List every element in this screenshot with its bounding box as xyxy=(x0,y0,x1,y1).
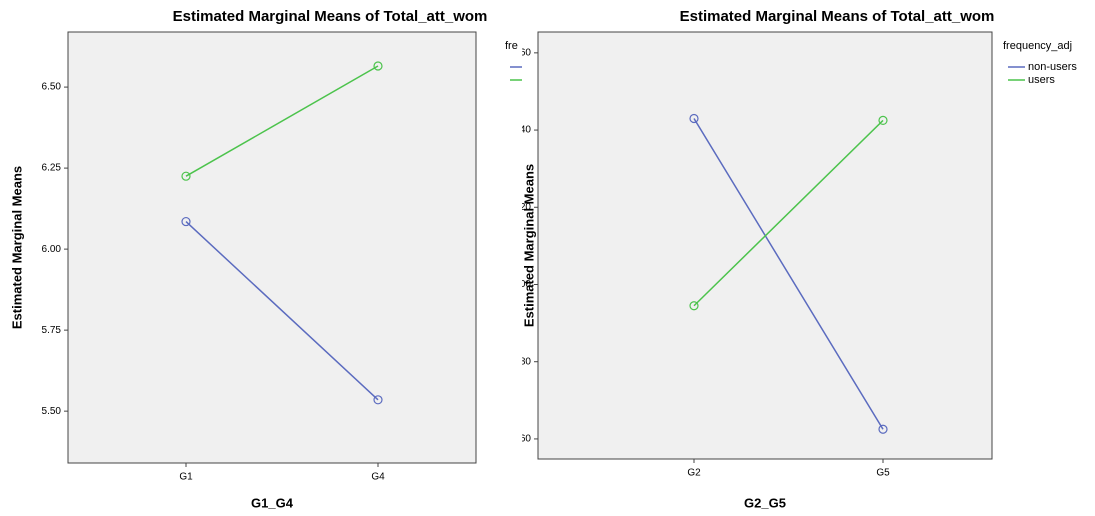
y-tick-label: 6.60 xyxy=(522,47,531,58)
y-tick-label: 6.00 xyxy=(42,244,62,255)
x-tick-label: G2 xyxy=(687,468,701,479)
y-tick-label: 5.75 xyxy=(42,325,62,336)
y-tick-label: 5.80 xyxy=(522,356,531,367)
y-tick-label: 6.25 xyxy=(42,163,62,174)
point xyxy=(373,61,383,71)
y-axis-label: Estimated Marginal Means xyxy=(9,166,24,329)
point xyxy=(689,301,699,311)
y-tick-label: 5.50 xyxy=(42,406,62,417)
legend-label: non-users xyxy=(1028,61,1077,73)
point xyxy=(181,216,191,227)
y-tick-label: 6.20 xyxy=(522,202,531,213)
series-line xyxy=(185,221,379,401)
x-tick-label: G1 xyxy=(179,472,193,483)
legend-title: frequency_adj xyxy=(1003,40,1072,52)
y-tick-label: 6.50 xyxy=(42,82,62,93)
chart-title: Estimated Marginal Means of Total_att_wo… xyxy=(680,8,995,25)
x-tick-label: G4 xyxy=(371,472,385,483)
chart-title: Estimated Marginal Means of Total_att_wo… xyxy=(173,8,488,25)
y-tick-label: 6.00 xyxy=(522,279,531,290)
plot-area xyxy=(537,31,993,460)
series-line xyxy=(185,65,379,177)
legend-label: users xyxy=(1028,74,1055,86)
y-tick-label: 5.60 xyxy=(522,434,531,445)
x-tick-label: G5 xyxy=(876,468,890,479)
chart: Estimated Marginal Means of Total_att_wo… xyxy=(9,8,522,510)
x-axis-label: G2_G5 xyxy=(744,495,786,510)
y-axis-label: Estimated Marginal Means xyxy=(522,164,536,327)
point xyxy=(878,424,888,434)
point xyxy=(689,113,699,124)
plot-area xyxy=(67,31,477,464)
point xyxy=(181,171,191,181)
legend-title: fre xyxy=(505,40,518,52)
x-axis-label: G1_G4 xyxy=(251,495,294,510)
chart: Estimated Marginal Means of Total_att_wo… xyxy=(522,8,1077,510)
point xyxy=(373,395,383,405)
point xyxy=(878,115,888,126)
series-line xyxy=(693,118,884,430)
y-tick-label: 6.40 xyxy=(522,125,531,136)
series-line xyxy=(693,119,884,307)
